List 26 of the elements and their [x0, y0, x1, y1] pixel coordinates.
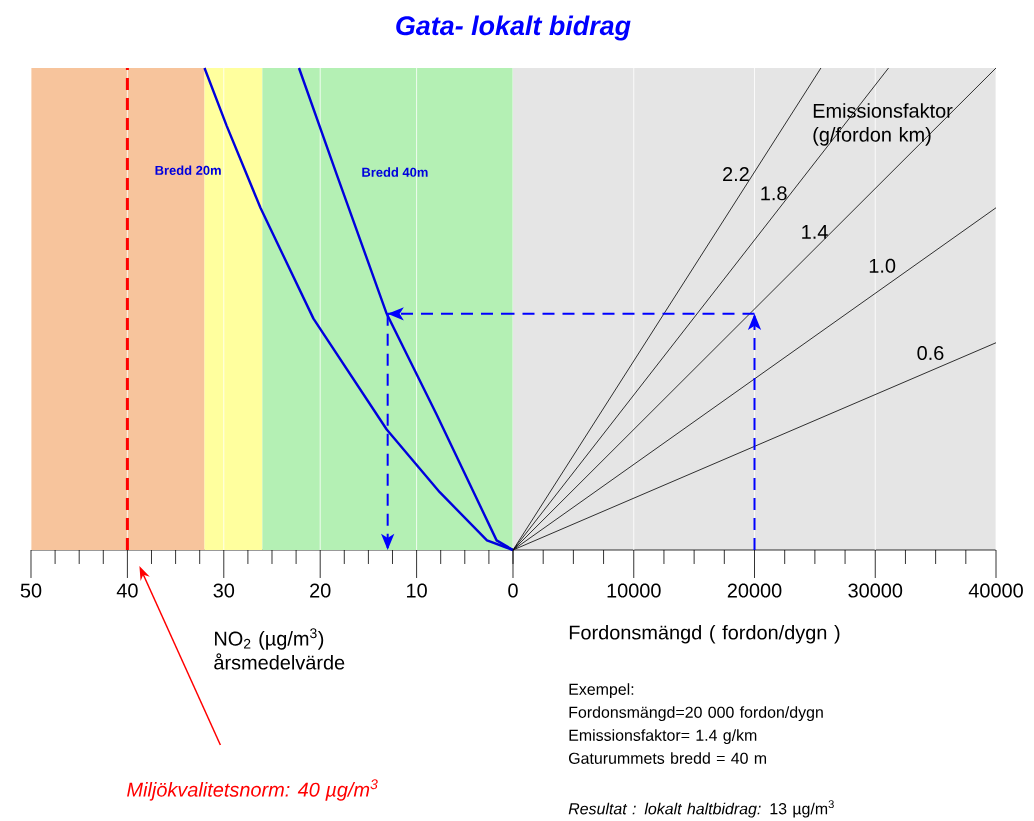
- series-label: 2.2: [723, 167, 749, 181]
- x-axis-title: NO$_{2}$ (µg/m$^{3}$) årsmedelvärde: [214, 628, 345, 670]
- text: Gaturummets bredd = 40 m: [569, 752, 767, 764]
- series-label: 0.6: [917, 345, 944, 361]
- x-tick-label: 30000: [848, 583, 903, 598]
- x-tick-label: 50: [20, 583, 42, 598]
- x-tick-label: 30: [213, 583, 235, 598]
- series-label: 1.0: [869, 258, 896, 273]
- ref-line-label: Miljökvalitetsnorm: 40 µg/m$^{3}$: [127, 779, 378, 801]
- text: Fordonsmängd=20 000 fordon/dygn: [569, 706, 823, 722]
- x-tick-label: 40: [116, 583, 138, 598]
- text: Resultat : lokalt haltbidrag: 13 µg/m$^{3}$: [568, 800, 834, 818]
- x-tick-label: 40000: [968, 583, 1023, 598]
- x-tick-label: 0: [508, 583, 518, 598]
- series-label: 1.4: [802, 225, 828, 239]
- x-tick-label: 20000: [727, 583, 782, 598]
- x-tick-label: 10000: [607, 583, 661, 598]
- x-axis-title: Fordonsmängd ( fordon/dygn ): [569, 624, 840, 644]
- text: Emissionsfaktor= 1.4 g/km: [569, 729, 757, 745]
- x-tick-label: 10: [407, 583, 427, 598]
- series-label: Bredd 40m: [362, 167, 428, 177]
- series-label: 1.8: [761, 186, 787, 201]
- series-label: Bredd 20m: [155, 165, 221, 175]
- chart-title: Gata- lokalt bidrag: [396, 15, 631, 41]
- text: Exempel:: [569, 683, 634, 699]
- x-tick-label: 20: [310, 583, 331, 598]
